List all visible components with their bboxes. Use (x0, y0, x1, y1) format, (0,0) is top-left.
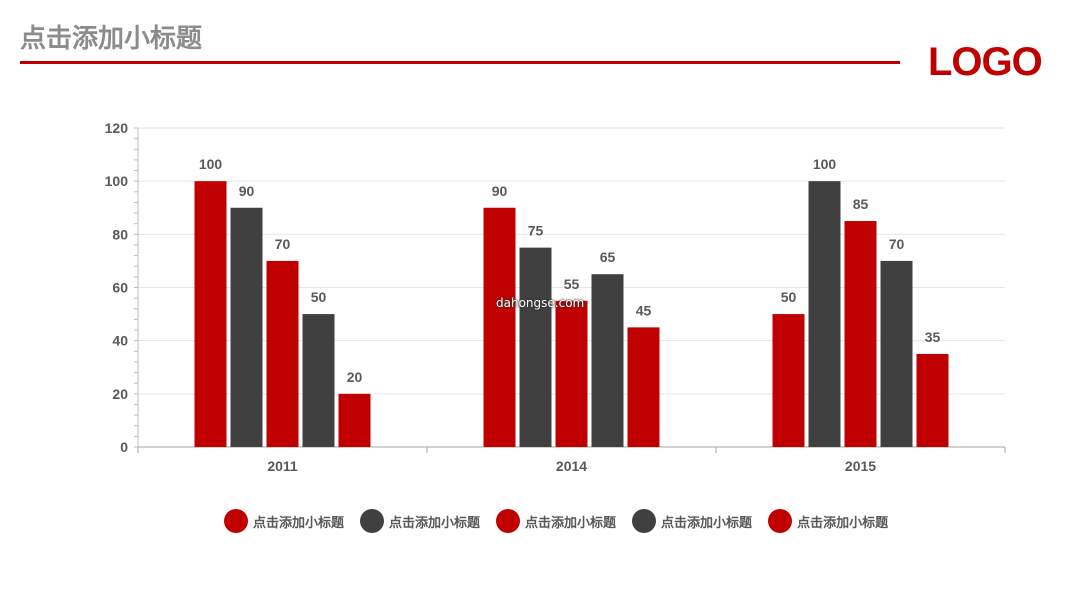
bar (808, 181, 841, 447)
x-tick-label: 2011 (267, 458, 298, 474)
bar (230, 207, 263, 447)
data-label: 75 (528, 223, 544, 239)
watermark: dahongse.com (496, 296, 585, 310)
bar (844, 221, 877, 447)
page-title: 点击添加小标题 (20, 24, 203, 54)
legend-label: 点击添加小标题 (525, 515, 617, 531)
x-tick-label: 2014 (556, 458, 587, 474)
data-label: 100 (813, 156, 837, 172)
y-tick-label: 120 (105, 120, 129, 136)
legend-item: 点击添加小标题 (360, 509, 480, 533)
chart-legend: 点击添加小标题 点击添加小标题 点击添加小标题 点击添加小标题 点击添加小标题 (224, 508, 904, 534)
data-label: 90 (239, 183, 255, 199)
bar (916, 353, 949, 447)
data-label: 100 (199, 156, 223, 172)
legend-swatch (768, 509, 793, 533)
bar (302, 314, 335, 447)
data-label: 50 (311, 289, 327, 305)
x-tick-label: 2015 (845, 458, 876, 474)
legend-swatch (496, 509, 521, 533)
bar (338, 393, 371, 447)
bar (194, 181, 227, 447)
bar (880, 260, 913, 447)
data-label: 35 (925, 329, 941, 345)
y-tick-label: 60 (112, 280, 128, 296)
logo: LOGO (928, 40, 1043, 84)
legend-label: 点击添加小标题 (797, 515, 889, 531)
y-tick-label: 0 (120, 439, 128, 455)
legend-item: 点击添加小标题 (768, 509, 888, 533)
y-tick-label: 100 (105, 173, 129, 189)
legend-swatch (632, 509, 657, 533)
data-label: 45 (636, 302, 652, 318)
data-label: 70 (275, 236, 291, 252)
legend-label: 点击添加小标题 (661, 515, 753, 531)
legend-label: 点击添加小标题 (389, 515, 481, 531)
title-divider (20, 61, 900, 64)
legend-item: 点击添加小标题 (632, 509, 752, 533)
bar (627, 327, 660, 447)
data-label: 90 (492, 183, 508, 199)
data-label: 20 (347, 369, 363, 385)
legend-swatch (224, 509, 248, 533)
legend-item: 点击添加小标题 (496, 509, 616, 533)
y-tick-label: 40 (112, 333, 128, 349)
bar (483, 207, 516, 447)
y-tick-label: 20 (112, 386, 128, 402)
bar (772, 314, 805, 447)
y-tick-label: 80 (112, 226, 128, 242)
bar (519, 247, 552, 447)
legend-label: 点击添加小标题 (253, 515, 345, 531)
bar (266, 260, 299, 447)
legend-swatch (360, 509, 385, 533)
data-label: 55 (564, 276, 580, 292)
data-label: 70 (889, 236, 905, 252)
legend-item: 点击添加小标题 (224, 509, 344, 533)
bar (591, 274, 624, 447)
data-label: 50 (781, 289, 797, 305)
bar (555, 300, 588, 447)
data-label: 65 (600, 249, 616, 265)
data-label: 85 (853, 196, 869, 212)
